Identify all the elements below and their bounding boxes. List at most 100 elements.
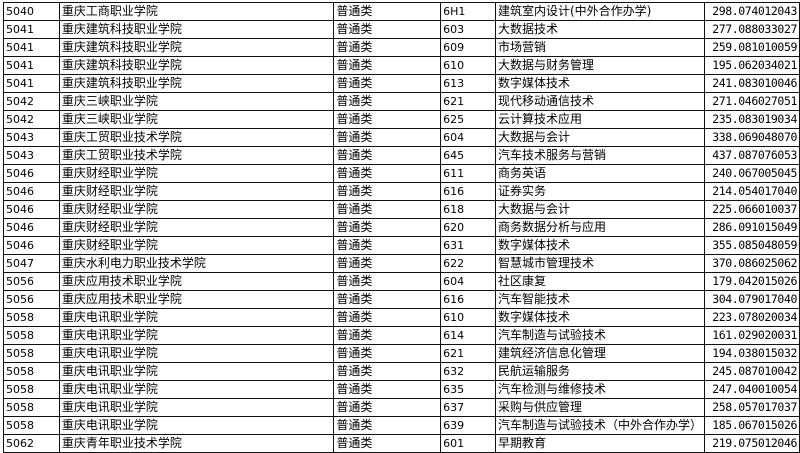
school-code-cell[interactable]: 5041 — [3, 38, 60, 57]
score-cell[interactable]: 286.091015049 — [703, 218, 800, 237]
school-name-cell[interactable]: 重庆水利电力职业技术学院 — [58, 254, 335, 273]
school-code-cell[interactable]: 5046 — [3, 200, 60, 219]
school-code-cell[interactable]: 5056 — [3, 290, 60, 309]
school-code-cell[interactable]: 5047 — [3, 254, 60, 273]
score-cell[interactable]: 214.054017040 — [703, 182, 800, 201]
school-code-cell[interactable]: 5046 — [3, 164, 60, 183]
school-code-cell[interactable]: 5041 — [3, 56, 60, 75]
school-code-cell[interactable]: 5058 — [3, 326, 60, 345]
major-name-cell[interactable]: 社区康复 — [494, 272, 705, 291]
school-name-cell[interactable]: 重庆电讯职业学院 — [58, 326, 335, 345]
school-name-cell[interactable]: 重庆三峡职业学院 — [58, 92, 335, 111]
school-code-cell[interactable]: 5041 — [3, 20, 60, 39]
school-name-cell[interactable]: 重庆工贸职业技术学院 — [58, 146, 335, 165]
school-name-cell[interactable]: 重庆应用技术职业学院 — [58, 272, 335, 291]
major-name-cell[interactable]: 商务英语 — [494, 164, 705, 183]
school-code-cell[interactable]: 5046 — [3, 218, 60, 237]
score-cell[interactable]: 223.078020034 — [703, 308, 800, 327]
score-cell[interactable]: 437.087076053 — [703, 146, 800, 165]
major-name-cell[interactable]: 数字媒体技术 — [494, 308, 705, 327]
score-cell[interactable]: 247.040010054 — [703, 380, 800, 399]
category-cell[interactable]: 普通类 — [333, 74, 442, 93]
major-code-cell[interactable]: 611 — [440, 164, 496, 183]
school-name-cell[interactable]: 重庆电讯职业学院 — [58, 308, 335, 327]
category-cell[interactable]: 普通类 — [333, 326, 442, 345]
major-code-cell[interactable]: 621 — [440, 344, 496, 363]
major-name-cell[interactable]: 大数据与会计 — [494, 200, 705, 219]
score-cell[interactable]: 225.066010037 — [703, 200, 800, 219]
major-code-cell[interactable]: 604 — [440, 128, 496, 147]
major-name-cell[interactable]: 大数据技术 — [494, 20, 705, 39]
category-cell[interactable]: 普通类 — [333, 128, 442, 147]
school-code-cell[interactable]: 5042 — [3, 92, 60, 111]
major-code-cell[interactable]: 610 — [440, 308, 496, 327]
major-code-cell[interactable]: 632 — [440, 362, 496, 381]
major-code-cell[interactable]: 635 — [440, 380, 496, 399]
category-cell[interactable]: 普通类 — [333, 236, 442, 255]
category-cell[interactable]: 普通类 — [333, 398, 442, 417]
school-code-cell[interactable]: 5056 — [3, 272, 60, 291]
school-code-cell[interactable]: 5043 — [3, 146, 60, 165]
school-name-cell[interactable]: 重庆应用技术职业学院 — [58, 290, 335, 309]
school-name-cell[interactable]: 重庆财经职业学院 — [58, 164, 335, 183]
score-cell[interactable]: 271.046027051 — [703, 92, 800, 111]
major-name-cell[interactable]: 汽车智能技术 — [494, 290, 705, 309]
category-cell[interactable]: 普通类 — [333, 344, 442, 363]
school-code-cell[interactable]: 5058 — [3, 380, 60, 399]
major-code-cell[interactable]: 622 — [440, 254, 496, 273]
major-name-cell[interactable]: 建筑经济信息化管理 — [494, 344, 705, 363]
major-code-cell[interactable]: 603 — [440, 20, 496, 39]
school-name-cell[interactable]: 重庆财经职业学院 — [58, 218, 335, 237]
school-name-cell[interactable]: 重庆建筑科技职业学院 — [58, 74, 335, 93]
category-cell[interactable]: 普通类 — [333, 272, 442, 291]
score-cell[interactable]: 235.083019034 — [703, 110, 800, 129]
major-name-cell[interactable]: 证券实务 — [494, 182, 705, 201]
score-cell[interactable]: 304.079017040 — [703, 290, 800, 309]
school-name-cell[interactable]: 重庆电讯职业学院 — [58, 362, 335, 381]
school-name-cell[interactable]: 重庆青年职业技术学院 — [58, 434, 335, 453]
major-code-cell[interactable]: 613 — [440, 74, 496, 93]
school-name-cell[interactable]: 重庆电讯职业学院 — [58, 344, 335, 363]
score-cell[interactable]: 338.069048070 — [703, 128, 800, 147]
category-cell[interactable]: 普通类 — [333, 56, 442, 75]
major-name-cell[interactable]: 建筑室内设计(中外合作办学) — [494, 2, 705, 21]
score-cell[interactable]: 195.062034021 — [703, 56, 800, 75]
category-cell[interactable]: 普通类 — [333, 164, 442, 183]
score-cell[interactable]: 277.088033027 — [703, 20, 800, 39]
category-cell[interactable]: 普通类 — [333, 308, 442, 327]
score-cell[interactable]: 179.042015026 — [703, 272, 800, 291]
school-code-cell[interactable]: 5058 — [3, 416, 60, 435]
score-cell[interactable]: 240.067005045 — [703, 164, 800, 183]
category-cell[interactable]: 普通类 — [333, 218, 442, 237]
category-cell[interactable]: 普通类 — [333, 380, 442, 399]
major-code-cell[interactable]: 637 — [440, 398, 496, 417]
major-code-cell[interactable]: 616 — [440, 290, 496, 309]
school-code-cell[interactable]: 5046 — [3, 236, 60, 255]
major-code-cell[interactable]: 604 — [440, 272, 496, 291]
score-cell[interactable]: 258.057017037 — [703, 398, 800, 417]
major-code-cell[interactable]: 614 — [440, 326, 496, 345]
score-cell[interactable]: 241.083010046 — [703, 74, 800, 93]
school-name-cell[interactable]: 重庆建筑科技职业学院 — [58, 20, 335, 39]
school-code-cell[interactable]: 5062 — [3, 434, 60, 453]
school-name-cell[interactable]: 重庆财经职业学院 — [58, 200, 335, 219]
school-code-cell[interactable]: 5058 — [3, 362, 60, 381]
school-name-cell[interactable]: 重庆工商职业学院 — [58, 2, 335, 21]
score-cell[interactable]: 185.067015026 — [703, 416, 800, 435]
major-name-cell[interactable]: 早期教育 — [494, 434, 705, 453]
category-cell[interactable]: 普通类 — [333, 362, 442, 381]
category-cell[interactable]: 普通类 — [333, 146, 442, 165]
score-cell[interactable]: 245.087010042 — [703, 362, 800, 381]
major-code-cell[interactable]: 601 — [440, 434, 496, 453]
major-code-cell[interactable]: 616 — [440, 182, 496, 201]
category-cell[interactable]: 普通类 — [333, 110, 442, 129]
school-name-cell[interactable]: 重庆三峡职业学院 — [58, 110, 335, 129]
school-name-cell[interactable]: 重庆建筑科技职业学院 — [58, 56, 335, 75]
major-name-cell[interactable]: 大数据与财务管理 — [494, 56, 705, 75]
school-code-cell[interactable]: 5058 — [3, 398, 60, 417]
category-cell[interactable]: 普通类 — [333, 92, 442, 111]
category-cell[interactable]: 普通类 — [333, 2, 442, 21]
major-name-cell[interactable]: 汽车技术服务与营销 — [494, 146, 705, 165]
score-cell[interactable]: 194.038015032 — [703, 344, 800, 363]
score-cell[interactable]: 355.085048059 — [703, 236, 800, 255]
